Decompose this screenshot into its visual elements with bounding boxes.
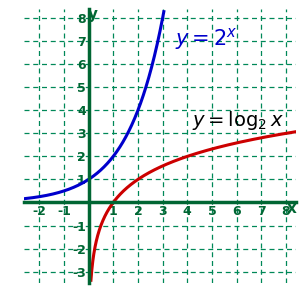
Text: x: x bbox=[287, 201, 297, 216]
Text: $y=\log_2 x$: $y=\log_2 x$ bbox=[192, 109, 284, 132]
Text: $y=2^{x}$: $y=2^{x}$ bbox=[175, 27, 238, 52]
Text: y: y bbox=[88, 7, 98, 22]
